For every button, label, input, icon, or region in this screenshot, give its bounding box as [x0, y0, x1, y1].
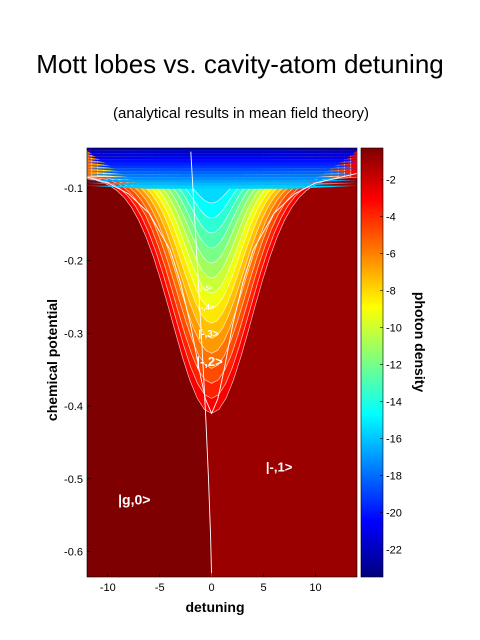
x-tick-label: 0 — [209, 582, 215, 594]
y-tick-label: -0.1 — [64, 183, 83, 195]
region-label: |-,5> — [200, 286, 213, 292]
colorbar-tick-label: -4 — [386, 211, 396, 223]
y-tick-label: -0.5 — [64, 474, 83, 486]
top-band-strip — [87, 174, 357, 178]
chart-title: Mott lobes vs. cavity-atom detuning — [36, 49, 444, 79]
colorbar-tick-label: -22 — [386, 544, 402, 556]
top-band-strip — [87, 150, 357, 154]
heatmap-plot — [87, 148, 357, 577]
region-labels: |g,0> |-,1> |-,2> |-,3> |-,4> |-,5> — [118, 286, 293, 508]
colorbar-tick-label: -2 — [386, 174, 396, 186]
top-band-strip — [87, 180, 357, 183]
colorbar-tick-label: -8 — [386, 285, 396, 297]
colorbar-tick-label: -18 — [386, 470, 402, 482]
y-axis-label: chemical potential — [44, 299, 60, 421]
chart-subtitle: (analytical results in mean field theory… — [113, 105, 369, 122]
colorbar: -2 -4 -6 -8 -10 -12 -14 -16 -18 -20 -22 — [360, 147, 402, 578]
x-tick-label: 10 — [309, 582, 321, 594]
top-band-strip — [87, 148, 357, 151]
y-tick-label: -0.4 — [64, 401, 83, 413]
top-band-strip — [87, 171, 357, 175]
top-band-strip — [87, 165, 357, 169]
colorbar-gradient — [360, 147, 384, 578]
top-band-strip — [87, 162, 357, 166]
top-band-strip — [87, 168, 357, 172]
y-tick-label: -0.6 — [64, 547, 83, 559]
x-axis-ticks: -10 -5 0 5 10 — [100, 573, 322, 594]
colorbar-tick-label: -20 — [386, 507, 402, 519]
colorbar-tick-label: -6 — [386, 248, 396, 260]
top-band-strip — [87, 156, 357, 160]
y-axis-ticks: -0.1 -0.2 -0.3 -0.4 -0.5 -0.6 — [64, 183, 91, 559]
colorbar-tick-label: -10 — [386, 322, 402, 334]
y-tick-label: -0.3 — [64, 328, 83, 340]
y-tick-label: -0.2 — [64, 256, 83, 268]
region-label: |g,0> — [118, 491, 150, 507]
top-band-strip — [87, 185, 357, 189]
x-axis-label: detuning — [185, 599, 244, 615]
boundary-curve — [87, 172, 357, 415]
region-label: |-,4> — [198, 303, 215, 312]
colorbar-label: photon density — [412, 292, 428, 393]
colorbar-tick-label: -14 — [386, 396, 402, 408]
x-tick-label: -10 — [100, 582, 116, 594]
colorbar-tick-label: -12 — [386, 359, 402, 371]
top-band-strip — [87, 177, 357, 180]
x-tick-label: 5 — [260, 582, 266, 594]
plot-frame — [86, 147, 358, 578]
top-band-strip — [87, 182, 357, 186]
region-label: |-,3> — [198, 329, 218, 340]
region-label: |-,1> — [266, 460, 293, 475]
top-band-strip — [87, 159, 357, 163]
top-band-strip — [87, 153, 357, 157]
colorbar-tick-label: -16 — [386, 433, 402, 445]
region-label: |-,2> — [196, 354, 223, 369]
x-tick-label: -5 — [155, 582, 165, 594]
